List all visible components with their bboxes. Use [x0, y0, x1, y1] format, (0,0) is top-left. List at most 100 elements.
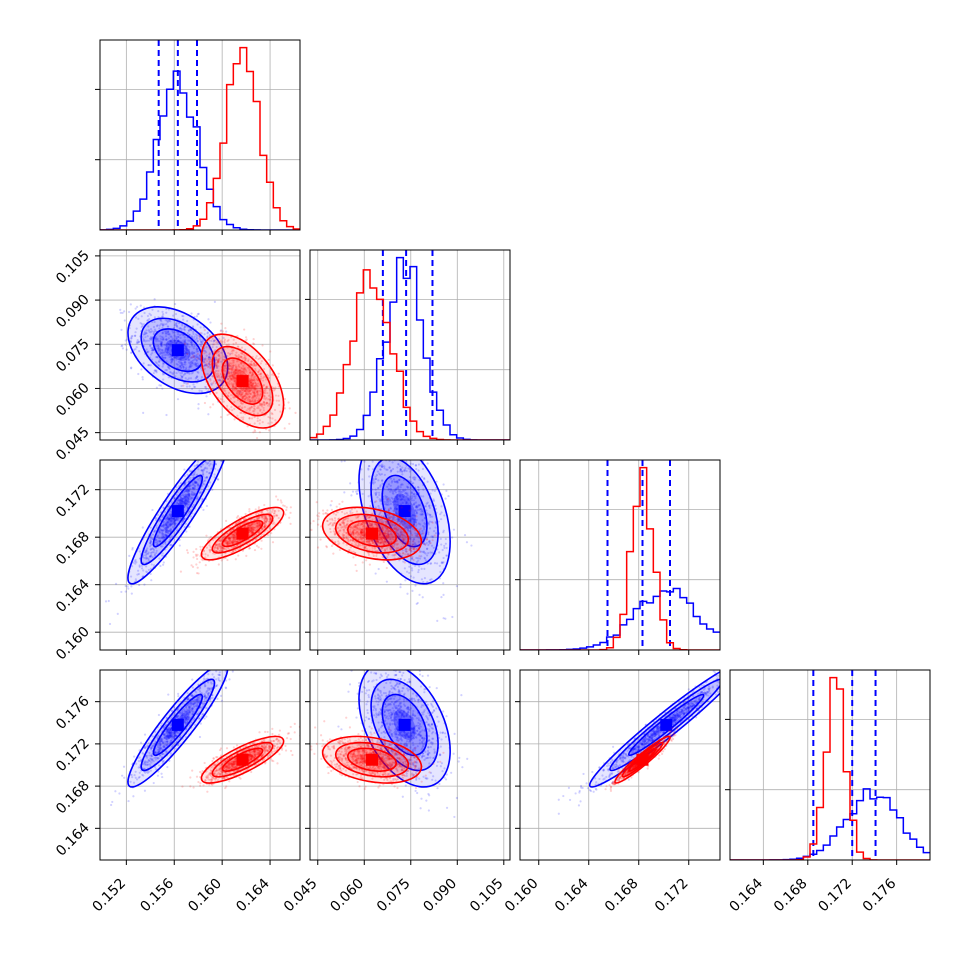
sample-point [224, 441, 226, 443]
sample-point [374, 488, 377, 491]
sample-point [200, 375, 203, 379]
sample-point [264, 521, 267, 524]
sample-point [413, 493, 416, 496]
sample-point [192, 383, 195, 386]
sample-point [254, 385, 257, 388]
sample-point [397, 546, 400, 550]
sample-point [160, 545, 163, 548]
sample-point [369, 504, 372, 508]
sample-point [258, 369, 261, 372]
sample-point [247, 398, 251, 401]
sample-point [280, 454, 282, 456]
sample-point [193, 385, 197, 389]
sample-point [445, 546, 448, 550]
sample-point [184, 377, 187, 380]
sample-point [171, 329, 174, 332]
sample-point [170, 371, 173, 374]
sample-point [215, 341, 218, 344]
sample-point [383, 540, 386, 543]
sample-point [232, 364, 235, 367]
sample-point [158, 324, 161, 327]
sample-point [189, 498, 192, 501]
sample-point [395, 529, 398, 533]
sample-point [149, 567, 152, 570]
sample-point [157, 539, 160, 543]
sample-point [233, 539, 236, 542]
sample-point [217, 543, 220, 546]
sample-point [191, 362, 194, 365]
sample-point [302, 521, 304, 523]
sample-point [391, 429, 393, 431]
sample-point [208, 355, 211, 359]
sample-point [193, 486, 196, 490]
sample-point [215, 543, 218, 547]
sample-point [258, 522, 261, 526]
sample-point [179, 374, 183, 377]
sample-point [228, 383, 231, 386]
sample-point [183, 361, 186, 364]
sample-point [401, 490, 404, 493]
sample-point [234, 386, 237, 390]
sample-point [235, 367, 239, 370]
sample-point [377, 567, 380, 571]
sample-point [184, 495, 187, 498]
sample-point [272, 512, 276, 515]
sample-point [398, 470, 402, 473]
sample-point [184, 493, 187, 496]
sample-point [175, 337, 178, 340]
sample-point [151, 533, 155, 536]
sample-point [228, 380, 231, 383]
sample-point [233, 368, 236, 371]
sample-point [176, 500, 179, 503]
sample-point [215, 547, 218, 550]
sample-point [251, 373, 255, 377]
sample-point [160, 531, 164, 535]
sample-point [256, 516, 259, 520]
sample-point [169, 527, 173, 531]
sample-point [214, 372, 217, 375]
sample-point [231, 376, 235, 379]
sample-point [204, 466, 207, 469]
sample-point [121, 344, 124, 347]
sample-point [373, 500, 376, 504]
sample-point [169, 543, 172, 546]
sample-point [271, 522, 274, 525]
sample-point [166, 518, 169, 521]
sample-point [211, 388, 215, 391]
sample-point [399, 586, 402, 589]
sample-point [168, 353, 171, 356]
sample-point [385, 580, 388, 583]
sample-point [341, 520, 345, 523]
sample-point [166, 331, 170, 334]
sample-point [190, 496, 193, 500]
sample-point [177, 516, 180, 519]
sample-point [256, 524, 260, 527]
sample-point [165, 531, 169, 534]
sample-point [254, 430, 257, 433]
sample-point [222, 388, 225, 391]
sample-point [120, 344, 123, 348]
sample-point [374, 477, 378, 481]
sample-point [158, 364, 161, 367]
sample-point [230, 362, 233, 365]
sample-point [131, 548, 134, 551]
sample-point [256, 524, 259, 527]
sample-point [387, 530, 390, 533]
sample-point [267, 415, 270, 419]
sample-point [417, 504, 420, 507]
sample-point [404, 492, 407, 495]
sample-point [219, 397, 222, 401]
sample-point [189, 377, 193, 380]
sample-point [426, 554, 429, 557]
sample-point [188, 494, 191, 497]
sample-point [192, 473, 196, 476]
sample-point [396, 503, 399, 506]
sample-point [285, 508, 288, 512]
sample-point [253, 422, 256, 425]
sample-point [259, 529, 263, 532]
sample-point [285, 506, 288, 509]
sample-point [223, 373, 226, 377]
sample-point [175, 324, 178, 327]
sample-point [192, 503, 195, 507]
sample-point [201, 463, 204, 466]
